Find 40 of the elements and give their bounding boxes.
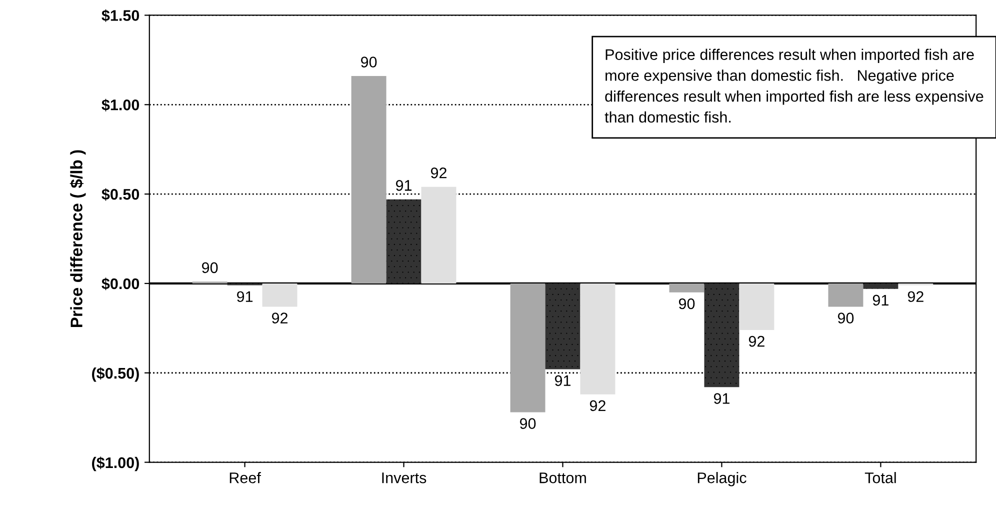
y-tick-label: $0.00 (102, 278, 140, 290)
text: 92 (590, 400, 606, 412)
y-tick-label: ($0.50) (92, 367, 139, 382)
bar (510, 283, 546, 412)
series-label: 90 (520, 418, 536, 429)
text: 91 (237, 291, 253, 302)
text: 91 (714, 393, 730, 404)
bar (669, 283, 704, 292)
text: 90 (361, 56, 377, 68)
x-tick-label: Bottom (540, 472, 586, 484)
text: 91 (396, 180, 412, 191)
annotation: Positive price differences result when imported fish are more expensive than domestic fish. Negative price differences result when imported fish are less expensive than domestic fish. (604, 48, 984, 123)
bar (545, 283, 580, 370)
y-axis-title: Price difference ( $/lb ) (70, 150, 86, 328)
text: 92 (272, 312, 288, 324)
text: 90 (202, 262, 218, 274)
y-tick-label: $0.50 (102, 188, 140, 201)
y-tick-label: ($1.00) (92, 456, 139, 472)
x-tick-label: Pelagic (698, 472, 746, 486)
bar (580, 283, 616, 394)
text: 90 (678, 298, 695, 310)
y-tick-label: $1.00 (102, 98, 140, 112)
x-tick-label: Total (864, 472, 896, 484)
series-label: 91 (872, 294, 888, 306)
bar (828, 283, 864, 307)
bar (421, 186, 456, 284)
text: 92 (748, 336, 764, 347)
x-tick-label: Reef (230, 472, 261, 484)
text: 90 (838, 312, 854, 324)
x-tick-label: Inverts (382, 472, 426, 484)
text: 92 (430, 168, 446, 178)
series-label: 92 (908, 291, 924, 302)
text: 91 (554, 375, 570, 386)
bar (739, 283, 774, 330)
bar (351, 76, 386, 284)
bar (863, 283, 898, 289)
bar (704, 283, 740, 388)
bar (386, 199, 422, 284)
y-tick-label: $1.50 (102, 9, 140, 22)
bar (262, 283, 298, 307)
